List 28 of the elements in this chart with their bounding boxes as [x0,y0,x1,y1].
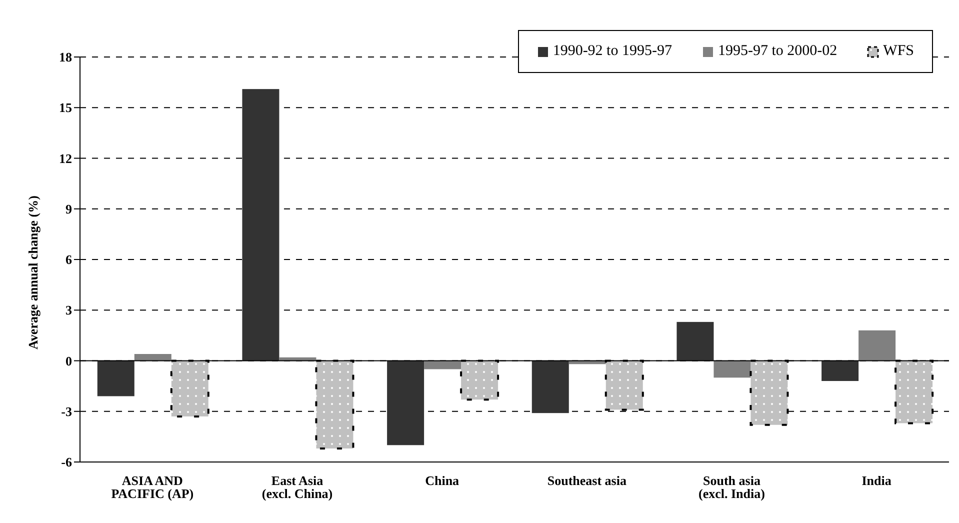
y-tick-label: -6 [61,454,72,470]
y-axis-title: Average annual change (%) [26,196,41,350]
bar [822,360,859,381]
bar [242,89,280,361]
bar [676,322,714,361]
x-tick-label: China [425,473,460,488]
x-tick-label: India [862,473,892,488]
bar [134,354,172,361]
y-tick-label: 15 [59,100,72,116]
x-tick-label: Southeast asia [547,473,627,488]
bar [532,360,569,414]
y-tick-label: 18 [59,50,72,65]
x-tick-label: ASIA AND PACIFIC (AP) [111,473,194,502]
bar [858,330,896,361]
x-tick-label: South asia (excl. India) [698,473,765,502]
x-tick-label: East Asia (excl. China) [262,473,333,502]
bar [714,360,751,378]
legend-label: 1995-97 to 2000-02 [716,43,838,60]
legend-label: 1990-92 to 1995-97 [552,43,672,60]
y-tick-label: 6 [66,252,72,268]
legend-label: WFS [882,43,914,60]
bar [387,360,424,446]
y-tick-label: 12 [59,150,72,166]
bar [97,360,134,396]
y-tick-label: 9 [66,201,72,216]
y-tick-label: 0 [66,353,72,368]
y-tick-label: 3 [66,302,72,318]
y-tick-label: -3 [61,404,72,419]
